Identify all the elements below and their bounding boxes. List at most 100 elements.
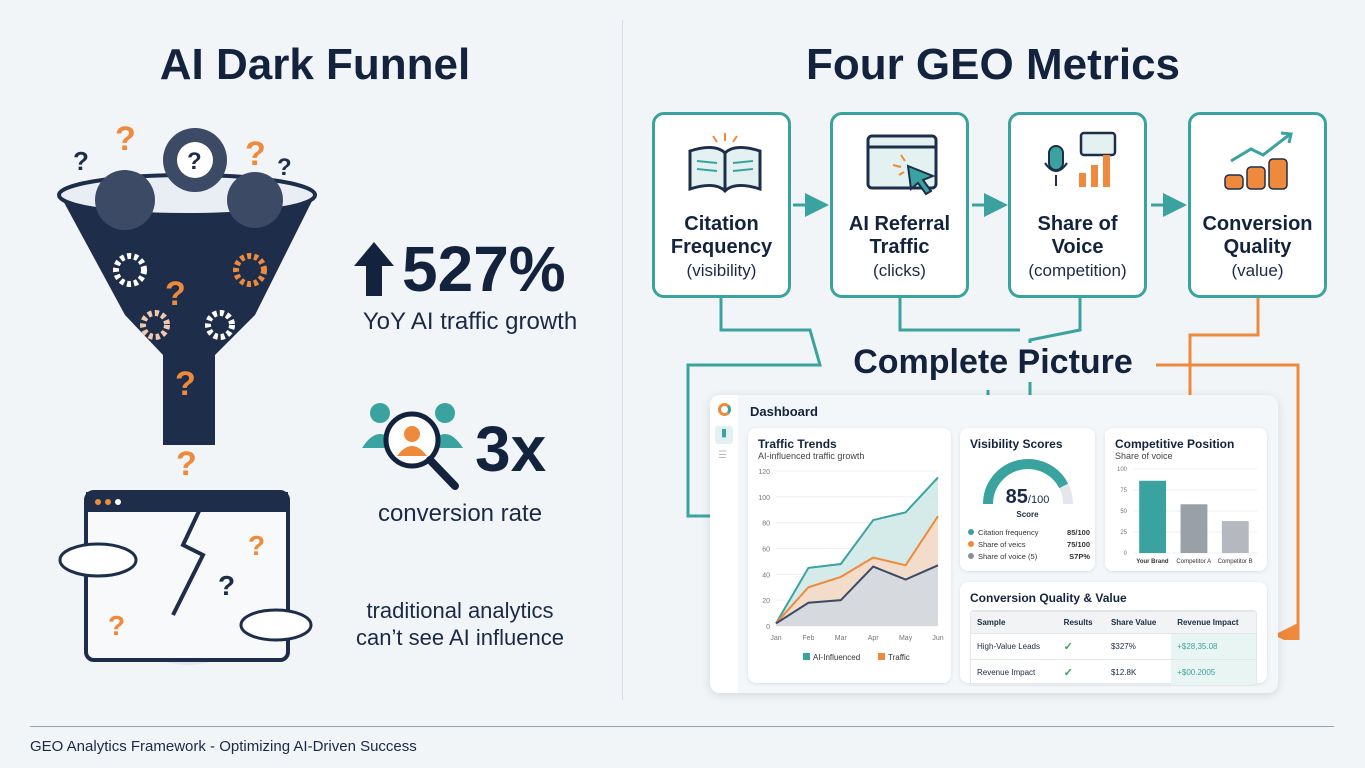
x-tick-label: Jun <box>932 635 943 642</box>
competitive-bar-chart: 0 25 50 75 100 Your Brand Competitor A Competit… <box>1117 467 1257 565</box>
table-cell: High-Value Leads <box>971 633 1058 660</box>
visibility-row: Citation frequency 85/100 <box>968 526 1090 538</box>
browser-cursor-icon <box>866 134 938 196</box>
y-tick-label: 80 <box>762 521 770 528</box>
row-label: Share of veics <box>978 539 1026 549</box>
panel-title: Conversion Quality & Value <box>970 591 1127 605</box>
svg-text:?: ? <box>218 570 235 601</box>
coins-growth-icon <box>1224 131 1293 190</box>
x-tick-label: Your Brand <box>1136 559 1169 565</box>
footer-divider <box>30 726 1334 727</box>
metric-sub: (value) <box>1231 261 1284 280</box>
y-tick-label: 0 <box>766 624 770 631</box>
x-tick-label: Mar <box>835 635 848 642</box>
panel-title: Traffic Trends <box>758 437 837 451</box>
gauge-fill <box>983 459 1069 505</box>
complete-picture-label: Complete Picture <box>830 343 1156 382</box>
bar <box>1221 521 1249 553</box>
y-tick-label: 20 <box>762 598 770 605</box>
note-line: can’t see AI influence <box>356 625 564 650</box>
metric-card-3: Share of Voice (competition) <box>1008 112 1147 298</box>
right-title: Four GEO Metrics <box>805 40 1181 89</box>
visibility-row: Share of veics 75/100 <box>968 538 1090 550</box>
stat-traffic-growth: 527% <box>352 232 566 306</box>
score-max: /100 <box>1027 494 1050 506</box>
check-icon: ✓ <box>1057 659 1105 685</box>
panel-title: Visibility Scores <box>970 437 1063 451</box>
dark-funnel-illustration: ? ???? ? ? <box>57 120 317 445</box>
dashboard-sidebar: ▮ ☰ <box>710 395 738 693</box>
y-tick-label: 25 <box>1120 530 1127 536</box>
footer-text: GEO Analytics Framework - Optimizing AI-… <box>30 738 417 755</box>
stat-label: YoY AI traffic growth <box>362 308 578 335</box>
score-label: Score <box>1016 510 1039 519</box>
legend-label: AI-Influenced <box>813 653 860 662</box>
metric-name: Conversion Quality <box>1202 213 1313 258</box>
y-tick-label: 0 <box>1124 551 1128 557</box>
chart-nav-icon[interactable]: ▮ <box>715 426 733 444</box>
svg-text:?: ? <box>175 365 196 403</box>
row-value: 75/100 <box>1067 539 1090 549</box>
svg-text:?: ? <box>115 120 136 158</box>
dashboard: ▮ ☰ Dashboard Traffic Trends AI-influenc… <box>710 395 1278 693</box>
svg-text:?: ? <box>165 275 186 313</box>
panel-subtitle: AI-influenced traffic growth <box>758 451 865 461</box>
x-tick-label: May <box>899 635 913 642</box>
note-line: traditional analytics <box>366 598 554 623</box>
metric-sub: (clicks) <box>873 261 926 280</box>
check-icon: ✓ <box>1057 633 1105 660</box>
score-value: 85/100 <box>960 486 1095 509</box>
broken-analytics-illustration: ? ??? <box>58 445 313 665</box>
visibility-rows: Citation frequency 85/100 Share of veics 75… <box>968 526 1090 562</box>
metric-name: Share of Voice <box>1037 213 1118 258</box>
table-cell: +$00.2005 <box>1171 659 1256 685</box>
y-tick-label: 40 <box>762 572 770 579</box>
panel-subtitle: Share of voice <box>1115 451 1173 461</box>
metric-name: AI Referral Traffic <box>848 213 951 258</box>
open-book-icon <box>688 133 762 194</box>
x-tick-label: Competitor B <box>1218 559 1253 565</box>
column-header: Results <box>1057 611 1105 634</box>
y-tick-label: 120 <box>758 469 770 476</box>
traffic-trends-panel: Traffic Trends AI-influenced traffic gro… <box>748 428 951 683</box>
stat-value: 3x <box>475 413 547 485</box>
series-line <box>775 515 939 625</box>
column-header: Revenue Impact <box>1171 611 1256 634</box>
column-header: Sample <box>971 611 1058 634</box>
stat-value: 527% <box>402 233 566 305</box>
row-value: 85/100 <box>1067 527 1090 537</box>
competitive-panel: Competitive Position Share of voice 0 25 5… <box>1105 428 1267 571</box>
svg-text:?: ? <box>176 445 197 483</box>
legend-label: Traffic <box>888 653 910 662</box>
list-nav-icon[interactable]: ☰ <box>718 450 727 461</box>
bar <box>1139 480 1167 553</box>
svg-text:?: ? <box>187 148 202 175</box>
conversion-panel: Conversion Quality & Value Sample Results… <box>960 582 1267 686</box>
svg-text:?: ? <box>277 154 292 181</box>
legend-dot <box>968 541 974 547</box>
microphone-chart-icon <box>1044 131 1117 187</box>
legend-dot <box>968 553 974 559</box>
score-gauge <box>983 459 1073 505</box>
x-tick-label: Competitor A <box>1176 559 1211 565</box>
stat-label: conversion rate <box>377 500 543 527</box>
x-tick-label: Jan <box>770 635 781 642</box>
svg-text:?: ? <box>245 135 266 173</box>
table-cell: +$28,35.08 <box>1171 633 1256 660</box>
x-tick-label: Feb <box>802 635 814 642</box>
metric-card-4: Conversion Quality (value) <box>1188 112 1327 298</box>
column-header: Share Value <box>1104 611 1172 634</box>
left-title: AI Dark Funnel <box>159 40 471 89</box>
legend-swatch <box>878 653 885 660</box>
metric-card-1: Citation Frequency (visibility) <box>652 112 791 298</box>
x-tick-label: Apr <box>868 635 880 642</box>
svg-text:?: ? <box>73 146 89 176</box>
divider <box>622 20 623 700</box>
row-label: Share of voice (5) <box>978 551 1038 561</box>
metric-card-2: AI Referral Traffic (clicks) <box>830 112 969 298</box>
y-tick-label: 50 <box>1120 509 1127 515</box>
metric-sub: (competition) <box>1028 261 1127 280</box>
bar <box>1180 504 1208 553</box>
visibility-row: Share of voice (5) S7P% <box>968 550 1090 562</box>
svg-text:?: ? <box>108 610 125 641</box>
